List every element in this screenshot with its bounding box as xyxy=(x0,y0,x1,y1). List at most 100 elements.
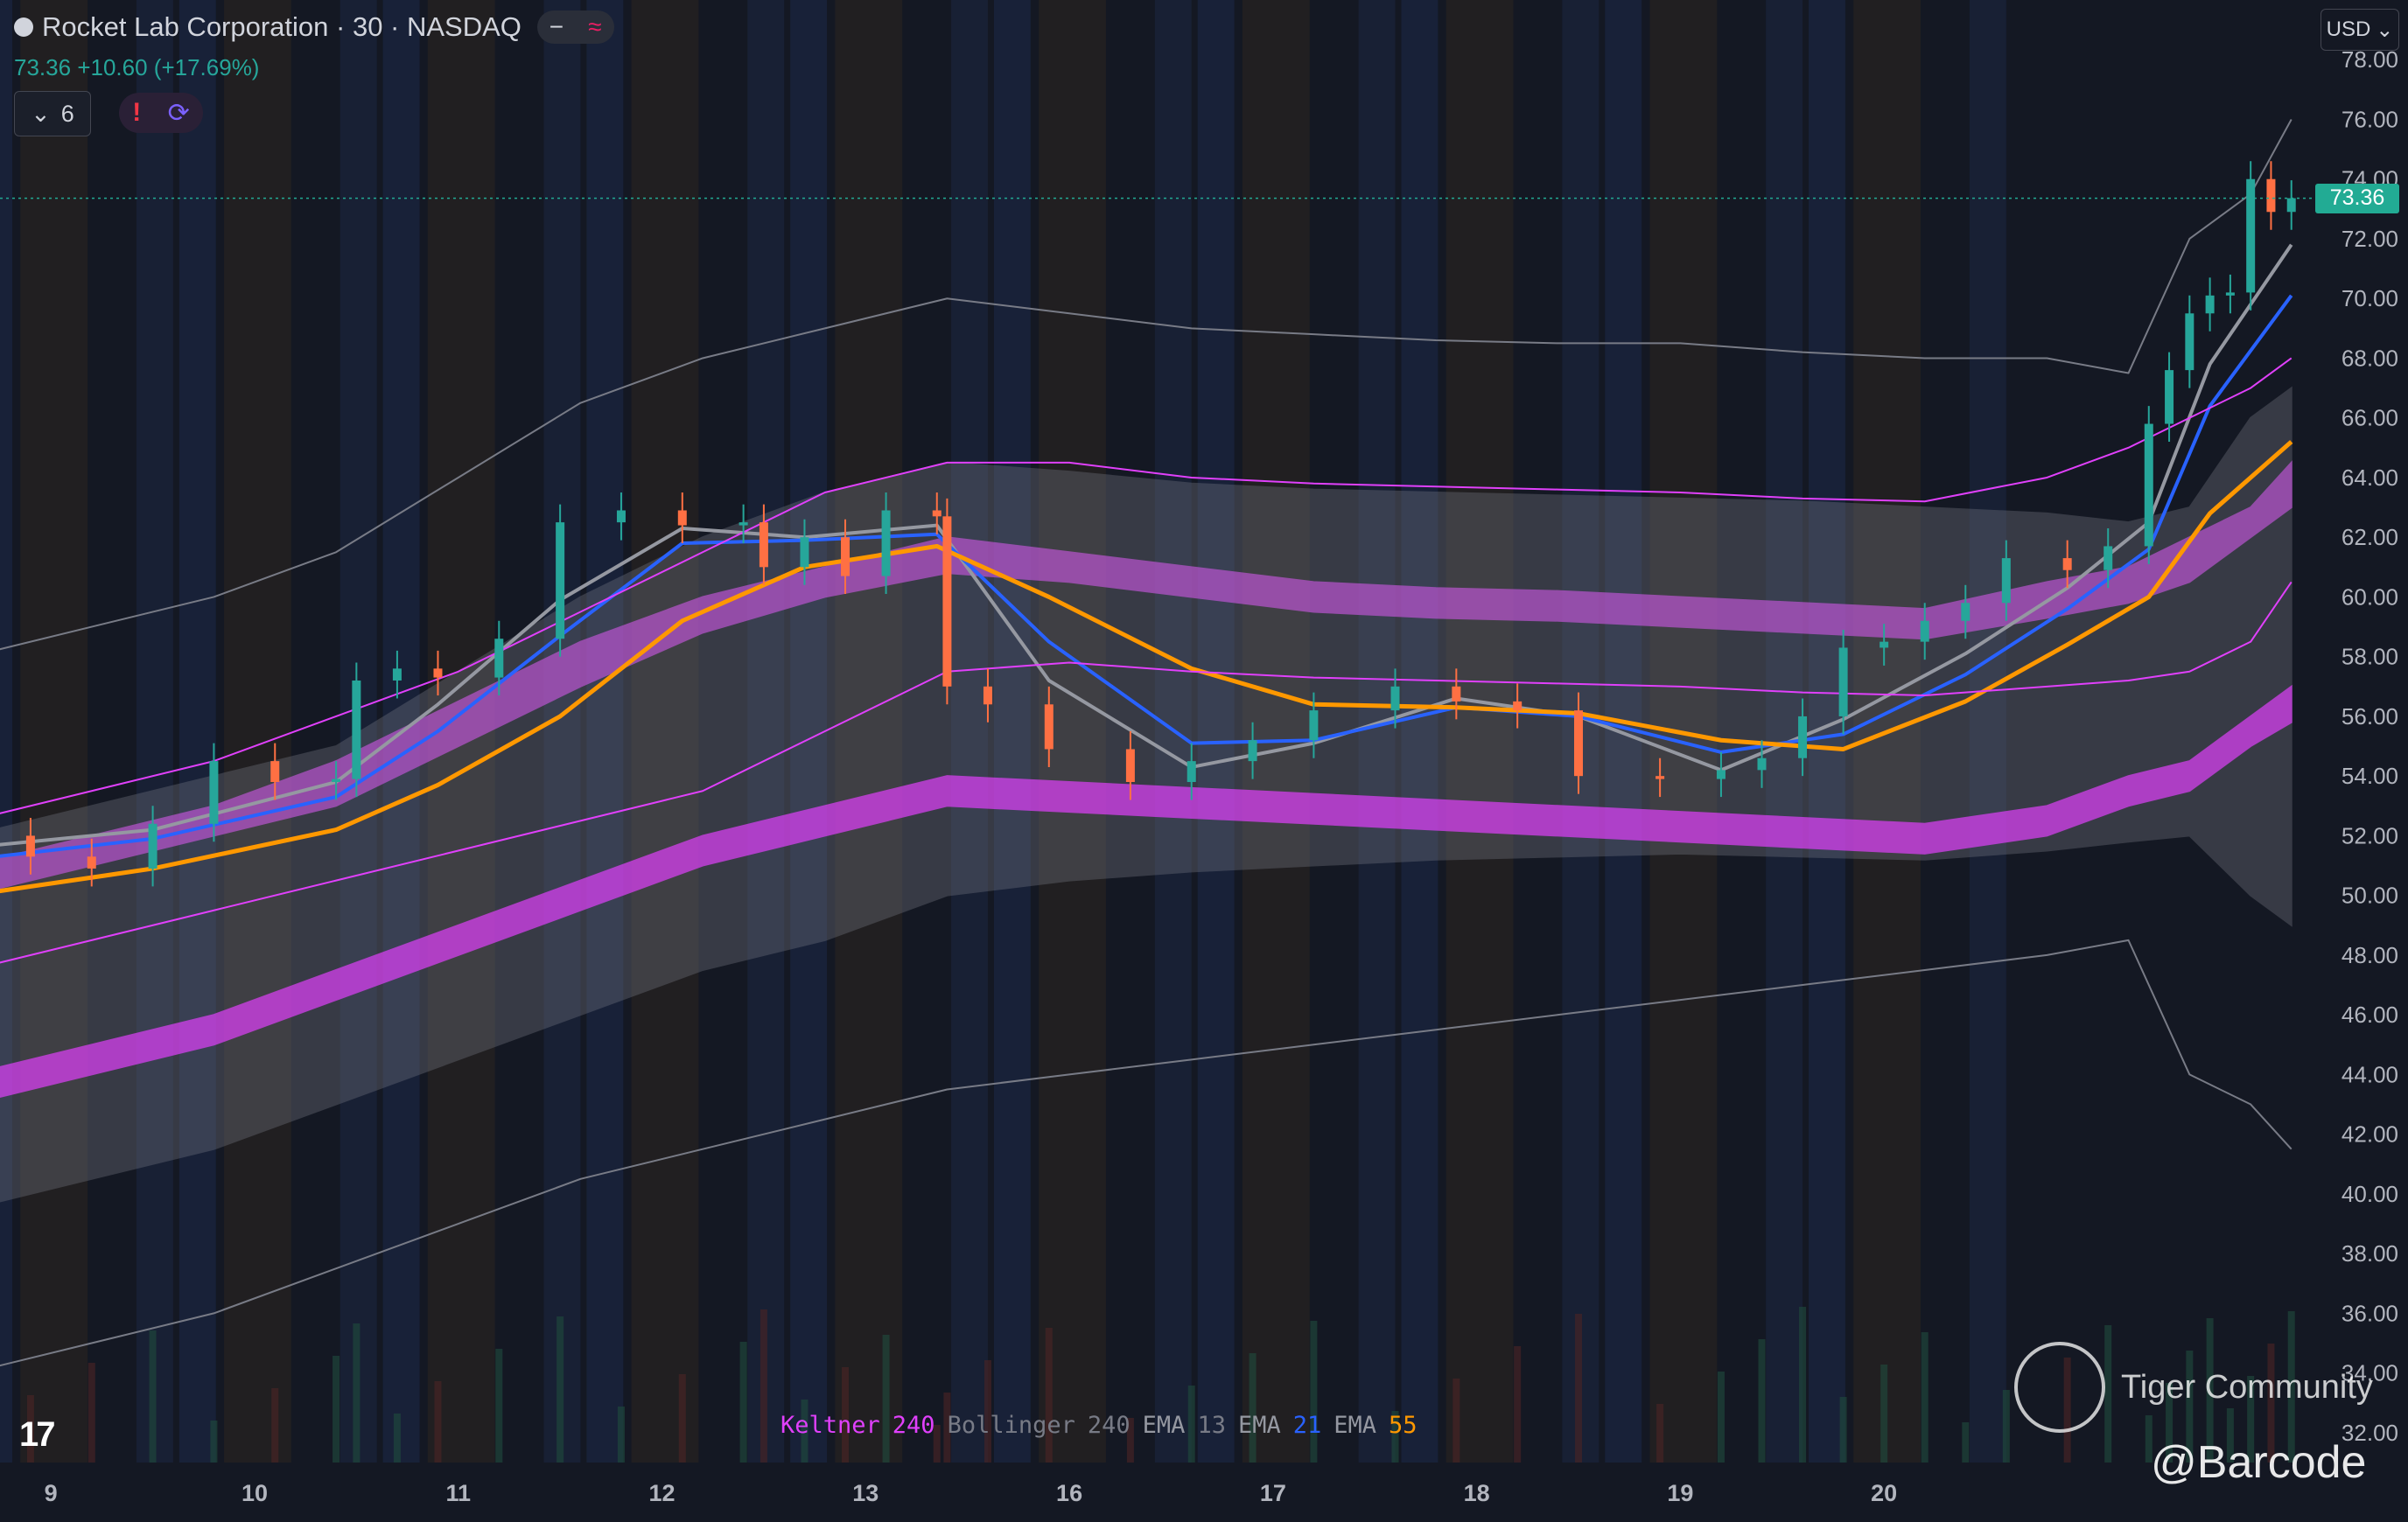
legend-keltner-name[interactable]: Keltner xyxy=(780,1412,880,1439)
candle-body xyxy=(25,835,35,857)
status-pill[interactable]: ! ⟳ xyxy=(119,93,203,133)
candle-body xyxy=(2001,558,2011,604)
candle-body xyxy=(433,668,443,678)
volume-bar xyxy=(1575,1314,1583,1463)
session-band-pre xyxy=(224,0,291,1463)
legend-ema21-name[interactable]: EMA xyxy=(1237,1412,1281,1439)
candle-body xyxy=(148,823,158,869)
indicators-collapse-button[interactable]: ⌄ 6 xyxy=(14,91,91,136)
candle-body xyxy=(494,639,504,678)
candle-body xyxy=(392,668,402,681)
y-tick-label: 68.00 xyxy=(2342,345,2398,371)
symbol-title[interactable]: Rocket Lab Corporation · 30 · NASDAQ xyxy=(42,11,522,42)
x-tick-label: 13 xyxy=(852,1480,878,1506)
y-tick-label: 52.00 xyxy=(2342,822,2398,848)
candle-body xyxy=(942,516,952,687)
session-band-after xyxy=(1766,0,1803,1463)
session-band-night xyxy=(993,0,1031,1463)
candle-body xyxy=(2246,178,2256,293)
currency-label: USD xyxy=(2326,17,2371,41)
volume-bar xyxy=(1126,1418,1134,1463)
compare-wave-icon[interactable]: ≈ xyxy=(575,10,614,44)
y-tick-label: 36.00 xyxy=(2342,1300,2398,1326)
y-tick-label: 72.00 xyxy=(2342,226,2398,252)
candle-body xyxy=(270,761,280,783)
x-tick-label: 20 xyxy=(1871,1480,1897,1506)
y-tick-label: 46.00 xyxy=(2342,1002,2398,1028)
candle-body xyxy=(1838,647,1848,716)
candle-body xyxy=(352,680,361,779)
session-band-night xyxy=(586,0,624,1463)
volume-bar xyxy=(801,1400,808,1463)
watermark-handle: @Barcode xyxy=(2151,1437,2367,1488)
tradingview-logo-icon[interactable]: 17 xyxy=(19,1415,55,1454)
sync-icon[interactable]: ⟳ xyxy=(167,98,190,128)
legend-ema13-name[interactable]: EMA xyxy=(1142,1412,1186,1439)
volume-bar xyxy=(1656,1404,1664,1463)
symbol-header: Rocket Lab Corporation · 30 · NASDAQ − ≈ xyxy=(14,10,614,44)
candle-body xyxy=(2062,558,2072,570)
x-tick-label: 18 xyxy=(1464,1480,1490,1506)
y-tick-label: 54.00 xyxy=(2342,763,2398,789)
volume-bar xyxy=(2247,1376,2255,1463)
company-logo-icon xyxy=(14,17,33,37)
candle-body xyxy=(2286,198,2296,213)
volume-bar xyxy=(149,1330,157,1463)
watermark-community: Tiger Community xyxy=(2121,1368,2373,1406)
volume-bar xyxy=(739,1342,747,1463)
y-tick-label: 50.00 xyxy=(2342,883,2398,909)
legend-ema13-len: 13 xyxy=(1197,1412,1226,1439)
volume-bar xyxy=(943,1393,951,1463)
session-band-pre xyxy=(1242,0,1310,1463)
candle-body xyxy=(1574,710,1584,777)
session-band-pre xyxy=(835,0,903,1463)
volume-bar xyxy=(1921,1332,1928,1463)
y-tick-label: 44.00 xyxy=(2342,1061,2398,1087)
candle-body xyxy=(881,510,891,576)
candle-body xyxy=(841,537,850,576)
x-tick-label: 16 xyxy=(1056,1480,1082,1506)
x-tick-label: 17 xyxy=(1260,1480,1286,1506)
alert-icon[interactable]: ! xyxy=(132,98,142,127)
volume-bar xyxy=(1839,1397,1847,1463)
volume-bar xyxy=(26,1395,34,1463)
y-tick-label: 48.00 xyxy=(2342,942,2398,968)
y-tick-label: 76.00 xyxy=(2342,106,2398,132)
candle-body xyxy=(1656,776,1665,779)
legend-ema55-name[interactable]: EMA xyxy=(1334,1412,1377,1439)
session-band-after xyxy=(747,0,785,1463)
volume-bar xyxy=(2267,1344,2275,1463)
minus-icon[interactable]: − xyxy=(536,10,576,44)
volume-bar xyxy=(1880,1365,1888,1463)
candle-body xyxy=(1125,749,1135,783)
volume-bar xyxy=(2226,1408,2234,1463)
series-bollinger-240-lower xyxy=(0,939,2292,1367)
candle-body xyxy=(1920,620,1929,642)
candle-body xyxy=(2205,295,2215,314)
series-bollinger-240-upper xyxy=(0,119,2292,651)
volume-bar xyxy=(842,1367,850,1463)
candle-body xyxy=(2266,178,2276,213)
candle-body xyxy=(2165,370,2174,424)
tiger-logo-icon xyxy=(2014,1342,2105,1433)
currency-button[interactable]: USD ⌄ xyxy=(2320,9,2399,51)
volume-bar xyxy=(88,1363,95,1463)
session-band-night xyxy=(1401,0,1438,1463)
legend-bollinger-len: 240 xyxy=(1087,1412,1130,1439)
legend-bollinger-name[interactable]: Bollinger xyxy=(947,1412,1075,1439)
last-price-value: 73.36 xyxy=(14,54,72,80)
volume-bar xyxy=(353,1323,360,1463)
indicator-count: 6 xyxy=(60,100,74,127)
watermark: Tiger Community xyxy=(2014,1342,2373,1433)
volume-bar xyxy=(1962,1422,1970,1463)
volume-bar xyxy=(2166,1383,2174,1463)
session-band-pre xyxy=(1446,0,1514,1463)
y-tick-label: 60.00 xyxy=(2342,583,2398,610)
candle-body xyxy=(1309,710,1319,741)
candle-body xyxy=(1757,758,1767,771)
last-price-tag: 73.36 xyxy=(2315,183,2399,213)
session-band-pre xyxy=(631,0,699,1463)
volume-bar xyxy=(760,1309,767,1463)
